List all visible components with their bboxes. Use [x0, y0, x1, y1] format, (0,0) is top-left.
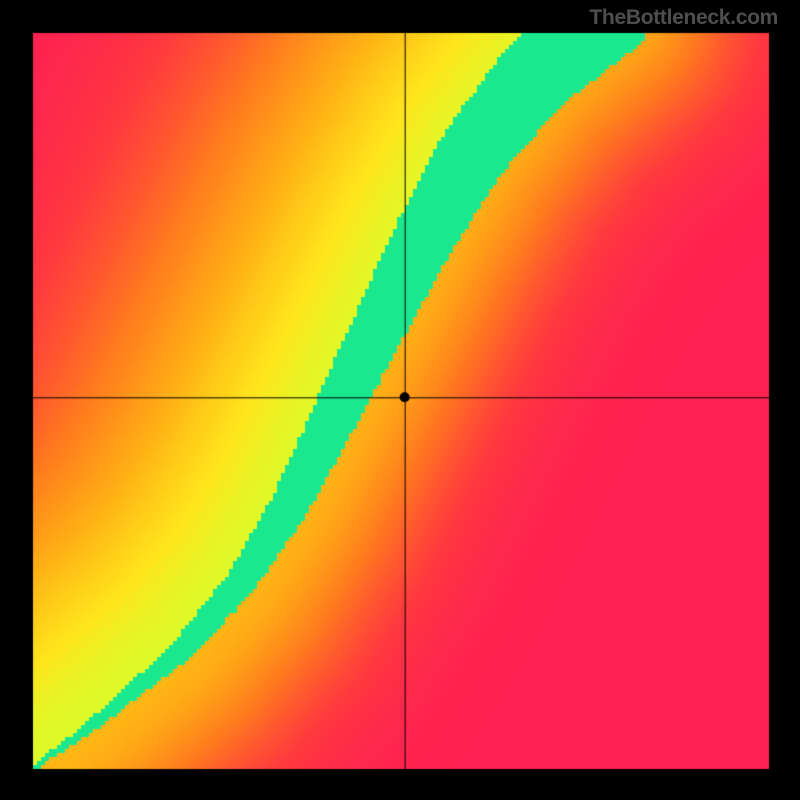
watermark-text: TheBottleneck.com [589, 6, 778, 30]
bottleneck-heatmap [0, 0, 800, 800]
